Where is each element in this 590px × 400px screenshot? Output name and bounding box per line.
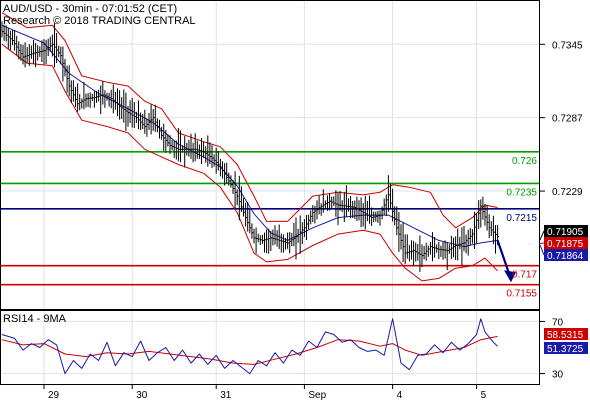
x-tick-label: 29	[48, 390, 60, 400]
x-tick-label: 31	[220, 390, 232, 400]
y-tick-label: 0.7345	[552, 40, 583, 51]
rsi-panel: 70 30 58.5315 51.3725 RSI14 - 9MA	[0, 310, 588, 385]
price-panel-frame	[0, 0, 540, 310]
level-label: 0.7235	[506, 187, 537, 198]
level-label: 0.7215	[506, 213, 537, 224]
level-labels: 0.726 0.7235 0.7215 0.717 0.7155	[506, 156, 537, 300]
rsi-title: RSI14 - 9MA	[3, 313, 67, 325]
rsi-badges: 58.5315 51.3725	[544, 328, 588, 355]
rsi-lines	[1, 318, 498, 375]
chart-subtitle: Research © 2018 TRADING CENTRAL	[3, 15, 196, 27]
x-tick-label: Sep	[308, 390, 326, 400]
y-tick-label: 0.7229	[552, 187, 583, 198]
rsi-y-tick-label: 30	[552, 370, 564, 381]
price-badge	[544, 237, 588, 249]
price-badge-pointer	[539, 230, 545, 240]
rsi-badge-label: 51.3725	[547, 344, 584, 355]
time-axis: 29 30 31 Sep 4 5	[43, 384, 487, 400]
rsi-panel-frame	[0, 310, 540, 385]
rsi-y-tick-label: 70	[552, 317, 564, 328]
price-gridlines	[0, 0, 540, 310]
price-badge-label: 0.71905	[547, 227, 584, 238]
chart-title: AUD/USD - 30min - 07:01:52 (CET)	[3, 3, 177, 15]
rsi-line	[1, 318, 498, 375]
x-tick-label: 5	[481, 390, 487, 400]
level-label: 0.726	[512, 156, 537, 167]
level-label: 0.717	[512, 270, 537, 281]
projection-arrow	[496, 240, 516, 283]
rsi-badge	[544, 328, 588, 340]
rsi-badge	[544, 342, 588, 354]
rsi-badge-label: 58.5315	[547, 330, 584, 341]
lower-band-line	[1, 43, 498, 282]
bollinger-bands	[1, 12, 498, 282]
x-tick-label: 4	[397, 390, 403, 400]
projection-arrow-head	[504, 270, 516, 283]
price-badge-pointer	[539, 244, 545, 256]
y-tick-label: 0.7287	[552, 114, 583, 125]
price-badge-pointer	[539, 242, 545, 245]
level-label: 0.7155	[506, 289, 537, 300]
price-badge-label: 0.71864	[547, 251, 584, 262]
level-lines	[0, 151, 540, 286]
price-badge	[544, 249, 588, 261]
projection-arrow-shaft	[496, 240, 512, 277]
rsi-gridlines	[0, 311, 540, 384]
price-badge-label: 0.71875	[547, 239, 584, 250]
price-axis: 0.7345 0.7287 0.7229	[540, 40, 583, 198]
price-badge	[544, 225, 588, 237]
rsi-axis: 70 30	[540, 317, 564, 381]
upper-band-line	[1, 12, 498, 229]
x-tick-label: 30	[136, 390, 148, 400]
price-bars	[1, 21, 500, 272]
